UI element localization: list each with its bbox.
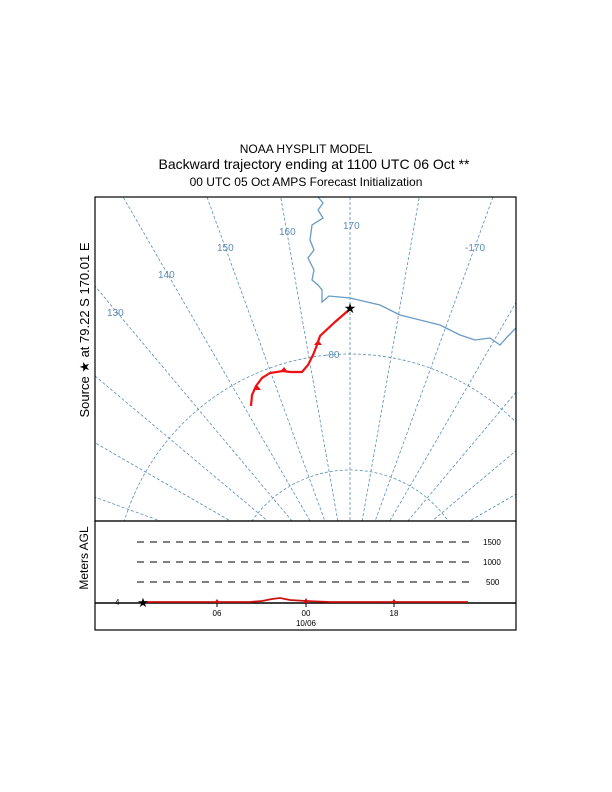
chart-title: NOAA HYSPLIT MODEL [240, 142, 373, 156]
time-tick-label: 06 [213, 609, 222, 618]
height-ylabel: Meters AGL [77, 526, 91, 590]
source-star-icon: ★ [137, 595, 149, 610]
meridian-line [95, 496, 162, 521]
height-marker [303, 598, 309, 603]
height-marker [214, 599, 220, 603]
level-label: 1500 [483, 538, 501, 547]
date-label: 10/06 [296, 619, 317, 628]
meridian-line [206, 197, 326, 521]
meridian-line [431, 450, 516, 521]
source-star-icon: ★ [344, 300, 357, 316]
latitude-circle [123, 353, 516, 521]
meridian-line [374, 197, 494, 521]
meridian-label: 130 [107, 308, 124, 319]
meridian-label: 160 [279, 227, 296, 238]
meridian-label: -170 [465, 243, 485, 254]
meridian-label: 140 [158, 270, 175, 281]
height-panel-frame [94, 520, 517, 631]
level-label: 500 [486, 578, 500, 587]
map-frame [94, 196, 517, 522]
latitude-circle [251, 469, 449, 521]
meridian-label: 170 [343, 221, 360, 232]
latitude-label: -80 [325, 350, 340, 361]
chart-subtitle: Backward trajectory ending at 1100 UTC 0… [158, 156, 470, 172]
meridian-line [95, 442, 232, 521]
trajectory-marker [314, 340, 322, 345]
meridian-line [361, 197, 420, 521]
height-marker [391, 599, 397, 603]
trajectory-marker [280, 367, 288, 372]
level-label: 1000 [483, 558, 501, 567]
start-height-label: 4 [115, 598, 120, 607]
meridian-label: 150 [217, 243, 234, 254]
time-tick-label: 18 [390, 609, 399, 618]
trajectory-line [249, 308, 351, 407]
chart-subtitle-2: 00 UTC 05 Oct AMPS Forecast Initializati… [190, 175, 423, 189]
meridian-line [122, 197, 311, 521]
meridian-line [280, 197, 339, 521]
coastline [307, 197, 516, 346]
meridian-line [95, 285, 293, 521]
source-label: Source ★ at 79.22 S 170.01 E [77, 242, 92, 417]
height-trajectory-line [143, 597, 468, 603]
meridian-line [389, 301, 516, 521]
time-tick-label: 00 [302, 609, 311, 618]
meridian-line [407, 391, 516, 521]
trajectory-marker [253, 385, 261, 390]
